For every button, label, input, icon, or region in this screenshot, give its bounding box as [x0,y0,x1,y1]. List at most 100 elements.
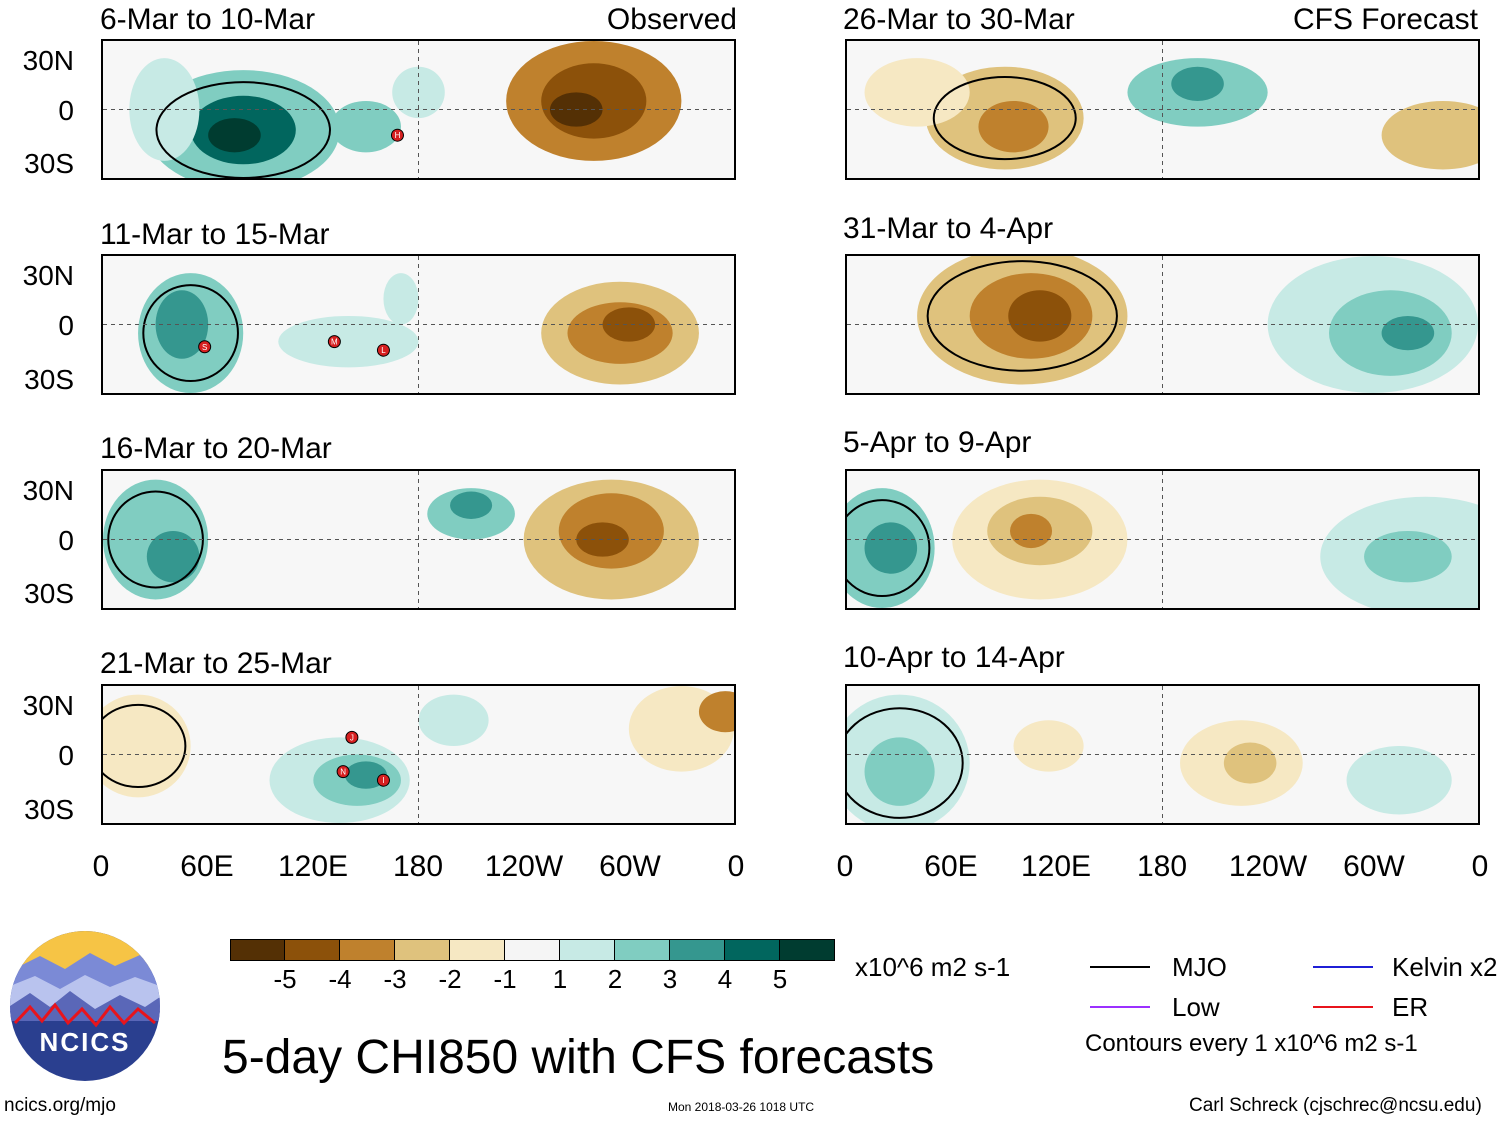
legend-mjo-label: MJO [1172,952,1227,982]
panel-tag-observed: Observed [606,3,737,36]
lon-label: 60E [924,850,978,883]
lon-label: 60E [180,850,234,883]
anomaly-region [450,491,493,519]
anomaly-region [864,737,935,806]
footer-url[interactable]: ncics.org/mjo [4,1095,116,1116]
colorbar-cell [230,939,285,961]
svg-text:I: I [382,776,384,785]
anomaly-region [1171,66,1224,101]
anomaly-region [155,290,209,359]
map-panel [101,469,736,610]
lon-label: 180 [392,850,444,883]
lat-label-30s: 30S [24,578,74,609]
mjo-contour [142,284,239,383]
panel-title-observed-1: 6-Mar to 10-Mar [100,3,316,36]
lon-label: 120W [484,850,564,883]
map-panel [845,39,1480,180]
anomaly-region [1013,720,1084,772]
anomaly-region [864,522,918,574]
colorbar-tick-label: -5 [273,964,297,994]
anomaly-region [1381,315,1435,351]
anomaly-region [602,307,656,342]
storm-marker: M [327,335,341,349]
storm-marker: H [390,128,404,142]
colorbar-cell [505,939,560,961]
logo-text: NCICS [39,1027,131,1057]
lon-label: 0 [1471,850,1489,883]
lon-label: 0 [727,850,745,883]
colorbar-cell [560,939,615,961]
panel-title-forecast-3: 5-Apr to 9-Apr [843,426,1032,459]
logo-mountains-icon [10,931,160,1081]
colorbar-cell [285,939,340,961]
chi850-field [847,471,1478,608]
mjo-contour [847,707,964,819]
chi850-field [103,471,734,608]
chi850-field: J N I [103,686,734,823]
colorbar-cell [615,939,670,961]
colorbar-cell [780,939,835,961]
lon-label: 180 [1136,850,1188,883]
contour-note: Contours every 1 x10^6 m2 s-1 [1085,1030,1418,1057]
legend-mjo-line [1090,966,1150,968]
lat-label-eq: 0 [58,95,74,126]
colorbar-cell [725,939,780,961]
anomaly-region [978,100,1049,153]
lat-label-30n: 30N [22,690,74,721]
anomaly-region [1364,530,1452,583]
legend-kelvin-label: Kelvin x2 [1392,952,1498,982]
lat-label-30s: 30S [24,364,74,395]
panel-title-observed-2: 11-Mar to 15-Mar [100,218,330,251]
colorbar-cell [450,939,505,961]
colorbar-tick-label: 4 [717,964,733,994]
svg-text:L: L [381,346,386,355]
anomaly-region [1381,100,1478,170]
map-panel: J N I [101,684,736,825]
mjo-contour [926,260,1118,372]
anomaly-region [864,58,970,127]
anomaly-region [146,530,200,583]
lat-label-eq: 0 [58,310,74,341]
legend-kelvin-line [1313,966,1373,968]
map-panel: H [101,39,736,180]
mjo-contour [103,703,187,789]
mjo-contour [155,81,331,178]
svg-text:J: J [350,733,354,742]
colorbar-tick-label: -1 [493,964,517,994]
storm-marker: L [376,343,390,357]
svg-text:S: S [202,343,207,352]
lat-label-30n: 30N [22,45,74,76]
chi850-field [847,256,1478,393]
legend-low-label: Low [1172,992,1220,1022]
anomaly-region [103,694,191,798]
colorbar-tick-label: 1 [552,964,568,994]
lon-label: 120E [1020,850,1092,883]
colorbar-tick-label: -4 [328,964,352,994]
panel-title-forecast-4: 10-Apr to 14-Apr [843,641,1065,674]
lon-label: 120E [277,850,349,883]
storm-marker: N [336,765,350,779]
storm-marker: J [345,730,359,744]
chi850-field [847,686,1478,823]
lon-label: 0 [92,850,110,883]
anomaly-region [418,694,489,746]
colorbar-tick-label: -2 [438,964,462,994]
panel-tag-forecast: CFS Forecast [1292,3,1478,36]
svg-text:N: N [340,768,346,777]
lat-label-eq: 0 [58,525,74,556]
map-panel [845,469,1480,610]
lat-label-30s: 30S [24,148,74,179]
chi850-field: H [103,41,734,178]
storm-marker: I [376,773,390,787]
anomaly-region [1223,742,1277,784]
lon-label: 0 [836,850,854,883]
anomaly-region [344,761,387,789]
colorbar-tick-label: -3 [383,964,407,994]
lon-label: 60W [1343,850,1405,883]
panel-title-forecast-2: 31-Mar to 4-Apr [843,212,1054,245]
mjo-contour [932,75,1077,161]
lat-label-30s: 30S [24,794,74,825]
anomaly-region [330,100,401,153]
legend-er-label: ER [1392,992,1429,1022]
chi850-field [847,41,1478,178]
